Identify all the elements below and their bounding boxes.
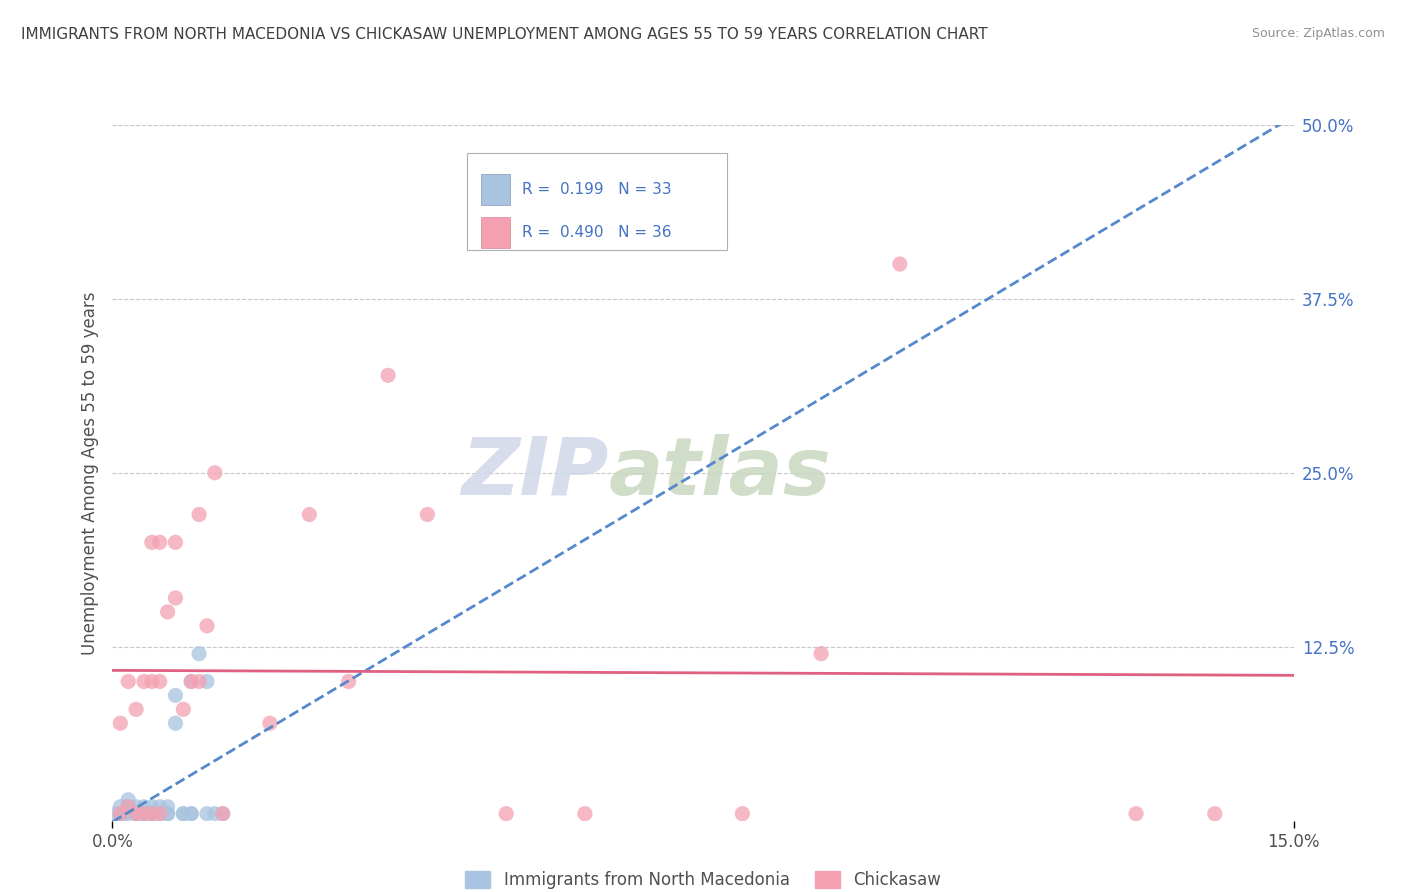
Point [141,535,163,549]
Point [574,806,596,821]
Point [1125,806,1147,821]
Point [156,799,179,814]
Point [110,806,132,821]
Point [259,716,281,731]
Point [337,674,360,689]
Point [149,535,172,549]
Point [156,806,179,821]
Point [180,674,202,689]
Point [495,806,517,821]
Point [141,806,163,821]
Point [125,806,148,821]
Point [132,674,155,689]
Point [149,799,172,814]
Point [125,806,148,821]
Point [117,674,139,689]
Point [125,799,148,814]
Point [172,806,194,821]
Point [165,689,187,703]
Point [211,806,233,821]
Point [810,647,832,661]
Point [149,674,172,689]
Text: ZIP: ZIP [461,434,609,512]
Point [117,799,139,814]
Point [141,806,163,821]
Point [125,702,148,716]
Point [117,799,139,814]
Point [188,647,211,661]
Point [149,806,172,821]
Point [165,535,187,549]
Point [180,806,202,821]
Y-axis label: Unemployment Among Ages 55 to 59 years: Unemployment Among Ages 55 to 59 years [80,291,98,655]
Text: atlas: atlas [609,434,831,512]
Point [110,806,132,821]
Point [105,806,128,821]
Point [132,806,155,821]
Point [195,674,218,689]
Point [141,799,163,814]
Point [141,674,163,689]
Point [132,806,155,821]
Point [172,702,194,716]
Point [298,508,321,522]
Point [204,806,226,821]
FancyBboxPatch shape [481,174,510,205]
Point [188,674,211,689]
Point [125,806,148,821]
Point [156,806,179,821]
Point [377,368,399,383]
Point [156,605,179,619]
Point [204,466,226,480]
Point [117,793,139,807]
Point [416,508,439,522]
Point [165,716,187,731]
Point [132,799,155,814]
Point [117,806,139,821]
Point [149,806,172,821]
Point [165,591,187,605]
Point [889,257,911,271]
Point [141,806,163,821]
Point [132,806,155,821]
Legend: Immigrants from North Macedonia, Chickasaw: Immigrants from North Macedonia, Chickas… [458,864,948,892]
Point [731,806,754,821]
Point [172,806,194,821]
Point [195,619,218,633]
Point [1204,806,1226,821]
FancyBboxPatch shape [467,153,727,250]
Text: R =  0.199   N = 33: R = 0.199 N = 33 [522,182,672,197]
Point [110,716,132,731]
Text: Source: ZipAtlas.com: Source: ZipAtlas.com [1251,27,1385,40]
FancyBboxPatch shape [481,217,510,248]
Point [188,508,211,522]
Point [180,806,202,821]
Point [110,799,132,814]
Point [180,674,202,689]
Point [195,806,218,821]
Point [112,806,135,821]
Text: IMMIGRANTS FROM NORTH MACEDONIA VS CHICKASAW UNEMPLOYMENT AMONG AGES 55 TO 59 YE: IMMIGRANTS FROM NORTH MACEDONIA VS CHICK… [21,27,987,42]
Text: R =  0.490   N = 36: R = 0.490 N = 36 [522,225,672,240]
Point [211,806,233,821]
